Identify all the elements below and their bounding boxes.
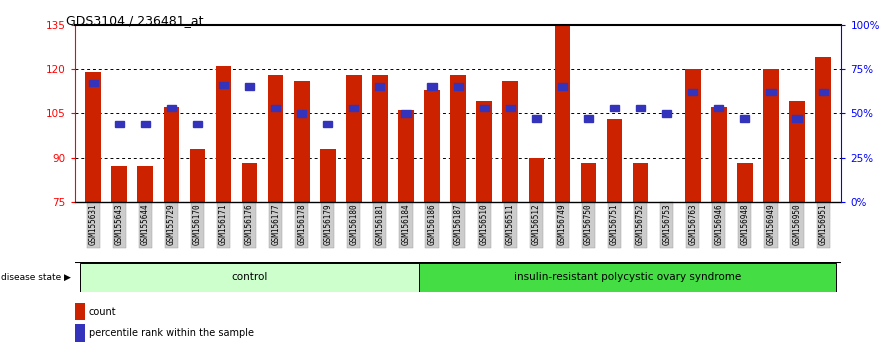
Bar — [581, 164, 596, 202]
Bar — [372, 75, 388, 202]
Bar — [793, 115, 802, 122]
Bar — [271, 105, 280, 111]
Bar — [85, 72, 101, 202]
FancyBboxPatch shape — [419, 263, 836, 292]
Bar — [189, 149, 205, 202]
Bar — [815, 57, 831, 202]
Bar — [740, 115, 750, 122]
Bar — [294, 81, 309, 202]
Bar — [477, 102, 492, 202]
Bar — [89, 80, 98, 86]
Bar — [425, 90, 440, 202]
Text: percentile rank within the sample: percentile rank within the sample — [89, 328, 254, 338]
Bar — [763, 69, 779, 202]
Bar — [218, 82, 228, 88]
Bar — [584, 115, 593, 122]
Bar — [241, 164, 257, 202]
Text: GDS3104 / 236481_at: GDS3104 / 236481_at — [66, 14, 204, 27]
Text: ▶: ▶ — [63, 273, 70, 281]
Bar — [766, 89, 775, 95]
Bar — [558, 84, 567, 90]
Bar — [268, 75, 284, 202]
Text: count: count — [89, 307, 116, 317]
Bar — [633, 164, 648, 202]
Bar — [323, 121, 332, 127]
Text: control: control — [232, 272, 268, 282]
Bar — [818, 89, 827, 95]
Bar — [349, 105, 359, 111]
Bar — [115, 121, 123, 127]
Bar — [450, 75, 466, 202]
Bar — [427, 84, 437, 90]
Bar — [375, 84, 384, 90]
Bar — [402, 110, 411, 116]
Bar — [137, 166, 153, 202]
Bar — [532, 115, 541, 122]
Bar — [636, 105, 645, 111]
Bar — [506, 105, 515, 111]
Bar — [454, 84, 463, 90]
Bar — [659, 202, 675, 231]
Bar — [714, 105, 723, 111]
Bar — [216, 66, 232, 202]
Bar — [685, 69, 700, 202]
Bar — [711, 107, 727, 202]
Bar — [193, 121, 202, 127]
Bar — [479, 105, 489, 111]
Bar — [607, 119, 622, 202]
Bar — [610, 105, 619, 111]
Bar — [111, 166, 127, 202]
Bar — [688, 89, 698, 95]
Bar — [167, 105, 176, 111]
Bar — [320, 149, 336, 202]
FancyBboxPatch shape — [80, 263, 419, 292]
Bar — [297, 110, 307, 116]
Bar — [141, 121, 150, 127]
Bar — [663, 110, 671, 116]
Text: disease state: disease state — [1, 273, 61, 281]
Bar — [164, 107, 179, 202]
Bar — [737, 164, 752, 202]
Bar — [245, 84, 254, 90]
Bar — [789, 102, 805, 202]
Bar — [346, 75, 362, 202]
Text: insulin-resistant polycystic ovary syndrome: insulin-resistant polycystic ovary syndr… — [514, 272, 741, 282]
Bar — [529, 158, 544, 202]
Bar — [398, 110, 414, 202]
Bar — [554, 25, 570, 202]
Bar — [502, 81, 518, 202]
